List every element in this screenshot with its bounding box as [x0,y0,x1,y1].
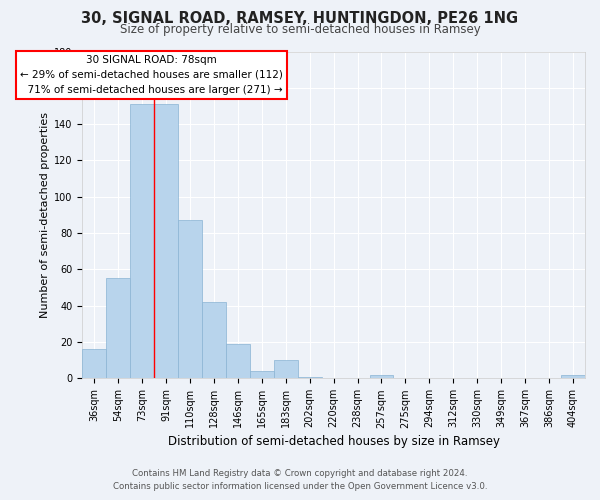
Bar [274,360,298,378]
Bar [82,350,106,378]
Text: Size of property relative to semi-detached houses in Ramsey: Size of property relative to semi-detach… [119,22,481,36]
Bar [561,374,585,378]
Bar [202,302,226,378]
Bar [178,220,202,378]
Text: 30 SIGNAL ROAD: 78sqm    
← 29% of semi-detached houses are smaller (112)
  71% : 30 SIGNAL ROAD: 78sqm ← 29% of semi-deta… [20,55,283,94]
Bar [106,278,130,378]
Bar [250,371,274,378]
Bar [370,374,394,378]
Bar [130,104,154,378]
Bar [298,376,322,378]
Bar [154,104,178,378]
Text: 30, SIGNAL ROAD, RAMSEY, HUNTINGDON, PE26 1NG: 30, SIGNAL ROAD, RAMSEY, HUNTINGDON, PE2… [82,11,518,26]
Text: Contains HM Land Registry data © Crown copyright and database right 2024.
Contai: Contains HM Land Registry data © Crown c… [113,469,487,491]
Y-axis label: Number of semi-detached properties: Number of semi-detached properties [40,112,50,318]
Bar [226,344,250,378]
X-axis label: Distribution of semi-detached houses by size in Ramsey: Distribution of semi-detached houses by … [167,434,500,448]
